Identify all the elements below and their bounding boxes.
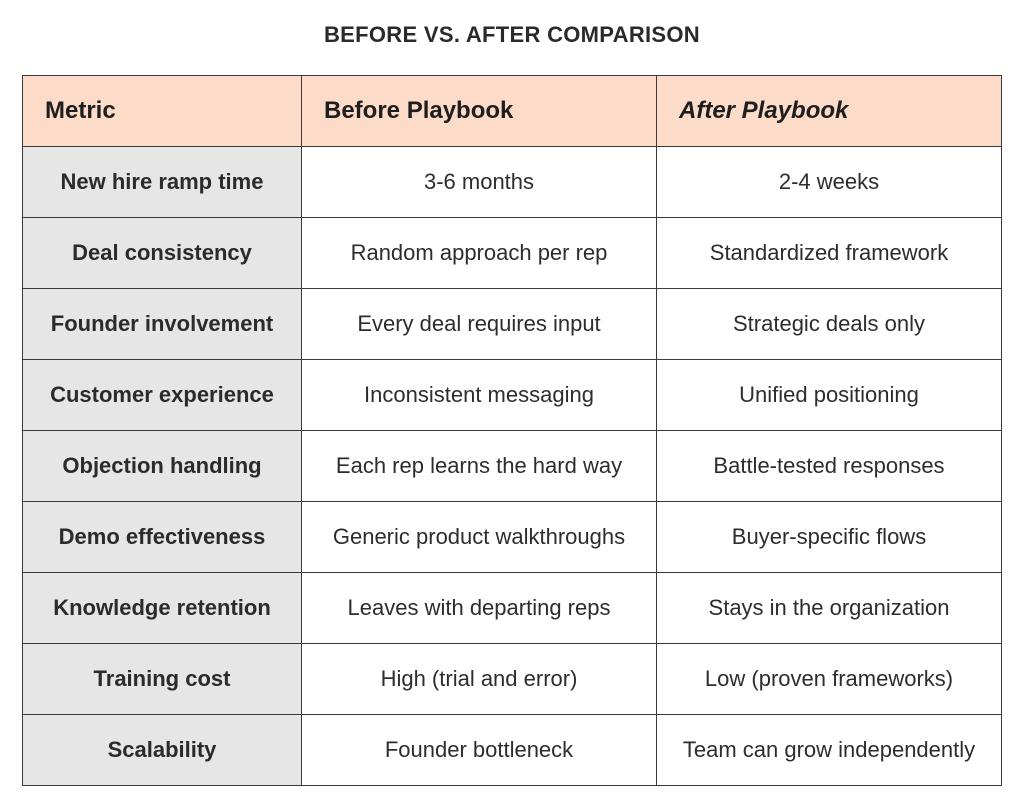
after-cell: Low (proven frameworks) <box>656 643 1002 715</box>
after-cell: Standardized framework <box>656 217 1002 289</box>
metric-cell: Demo effectiveness <box>22 501 302 573</box>
table-row: Objection handling Each rep learns the h… <box>22 430 1002 502</box>
before-cell: Founder bottleneck <box>301 714 657 786</box>
metric-cell: Training cost <box>22 643 302 715</box>
metric-cell: Deal consistency <box>22 217 302 289</box>
after-cell: Stays in the organization <box>656 572 1002 644</box>
column-header-before: Before Playbook <box>301 75 657 147</box>
after-cell: Battle-tested responses <box>656 430 1002 502</box>
before-cell: Random approach per rep <box>301 217 657 289</box>
metric-cell: Scalability <box>22 714 302 786</box>
metric-cell: Knowledge retention <box>22 572 302 644</box>
comparison-table: Metric Before Playbook After Playbook Ne… <box>22 75 1002 786</box>
table-row: Demo effectiveness Generic product walkt… <box>22 501 1002 573</box>
table-row: New hire ramp time 3-6 months 2-4 weeks <box>22 146 1002 218</box>
table-row: Training cost High (trial and error) Low… <box>22 643 1002 715</box>
after-cell: 2-4 weeks <box>656 146 1002 218</box>
table-row: Founder involvement Every deal requires … <box>22 288 1002 360</box>
column-header-metric: Metric <box>22 75 302 147</box>
table-row: Deal consistency Random approach per rep… <box>22 217 1002 289</box>
table-row: Scalability Founder bottleneck Team can … <box>22 714 1002 786</box>
after-cell: Unified positioning <box>656 359 1002 431</box>
table-row: Knowledge retention Leaves with departin… <box>22 572 1002 644</box>
after-cell: Team can grow independently <box>656 714 1002 786</box>
table-row: Customer experience Inconsistent messagi… <box>22 359 1002 431</box>
metric-cell: Founder involvement <box>22 288 302 360</box>
metric-cell: Customer experience <box>22 359 302 431</box>
before-cell: 3-6 months <box>301 146 657 218</box>
metric-cell: Objection handling <box>22 430 302 502</box>
before-cell: Inconsistent messaging <box>301 359 657 431</box>
before-cell: Every deal requires input <box>301 288 657 360</box>
page-title: BEFORE VS. AFTER COMPARISON <box>323 22 700 47</box>
before-cell: Each rep learns the hard way <box>301 430 657 502</box>
before-cell: Generic product walkthroughs <box>301 501 657 573</box>
before-cell: Leaves with departing reps <box>301 572 657 644</box>
table-header-row: Metric Before Playbook After Playbook <box>22 75 1002 147</box>
metric-cell: New hire ramp time <box>22 146 302 218</box>
column-header-after: After Playbook <box>656 75 1002 147</box>
after-cell: Strategic deals only <box>656 288 1002 360</box>
before-cell: High (trial and error) <box>301 643 657 715</box>
after-cell: Buyer-specific flows <box>656 501 1002 573</box>
